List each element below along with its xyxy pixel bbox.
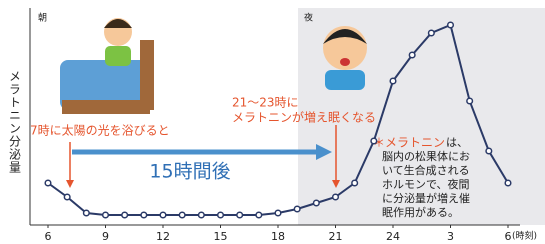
annotation-night: 21〜23時に [232,96,299,110]
night-label: 夜 [304,12,313,24]
note-line: ホルモンで、夜間 [382,177,470,191]
chart: メラトニン分泌量 (時刻) 朝 夜 7時に太陽の光を浴びると 21〜23時に メ… [0,0,545,244]
note-line: いて生合成される [382,163,470,177]
arrow-head [66,180,74,188]
x-tick-label: 6 [45,230,52,243]
x-tick-label: 9 [102,230,109,243]
x-tick-label: 6 [505,230,512,243]
point [429,30,435,36]
x-tick-label: 18 [271,230,285,243]
point [84,210,90,216]
point [409,52,415,58]
point [390,78,396,84]
sleepy-person-illustration [323,26,367,90]
point [333,194,339,200]
point [103,212,109,218]
point [505,180,511,186]
point [371,138,377,144]
point [179,212,185,218]
point [45,180,51,186]
x-tick-label: 12 [156,230,170,243]
note-line: に分泌量が増え催 [382,191,470,205]
point [237,212,243,218]
point [352,180,358,186]
y-label: メラトニン分泌量 [8,70,22,174]
x-tick-label: 21 [329,230,343,243]
point [122,212,128,218]
x-tick-label: 24 [386,230,400,243]
annotation-night: メラトニンが増え眠くなる [232,110,376,125]
point [448,22,454,28]
point [141,212,147,218]
point [160,212,166,218]
point [314,200,320,206]
note-line: 脳内の松果体にお [382,149,470,163]
x-tick-label: 15 [214,230,228,243]
note-line: は、 [446,136,468,149]
note-line: 眠作用がある。 [382,205,459,219]
annotation-morning: 7時に太陽の光を浴びると [30,123,170,138]
point [199,212,205,218]
point [294,206,300,212]
morning-label: 朝 [38,13,47,24]
point [275,210,281,216]
point [256,212,262,218]
note-title: ＊メラトニン [373,136,445,150]
interval-label: 15時間後 [149,161,230,183]
point [486,148,492,154]
point [467,98,473,104]
point [64,194,70,200]
bed-illustration [60,18,154,114]
x-tick-label: 3 [447,230,454,243]
x-label: (時刻) [512,230,537,242]
point [218,212,224,218]
